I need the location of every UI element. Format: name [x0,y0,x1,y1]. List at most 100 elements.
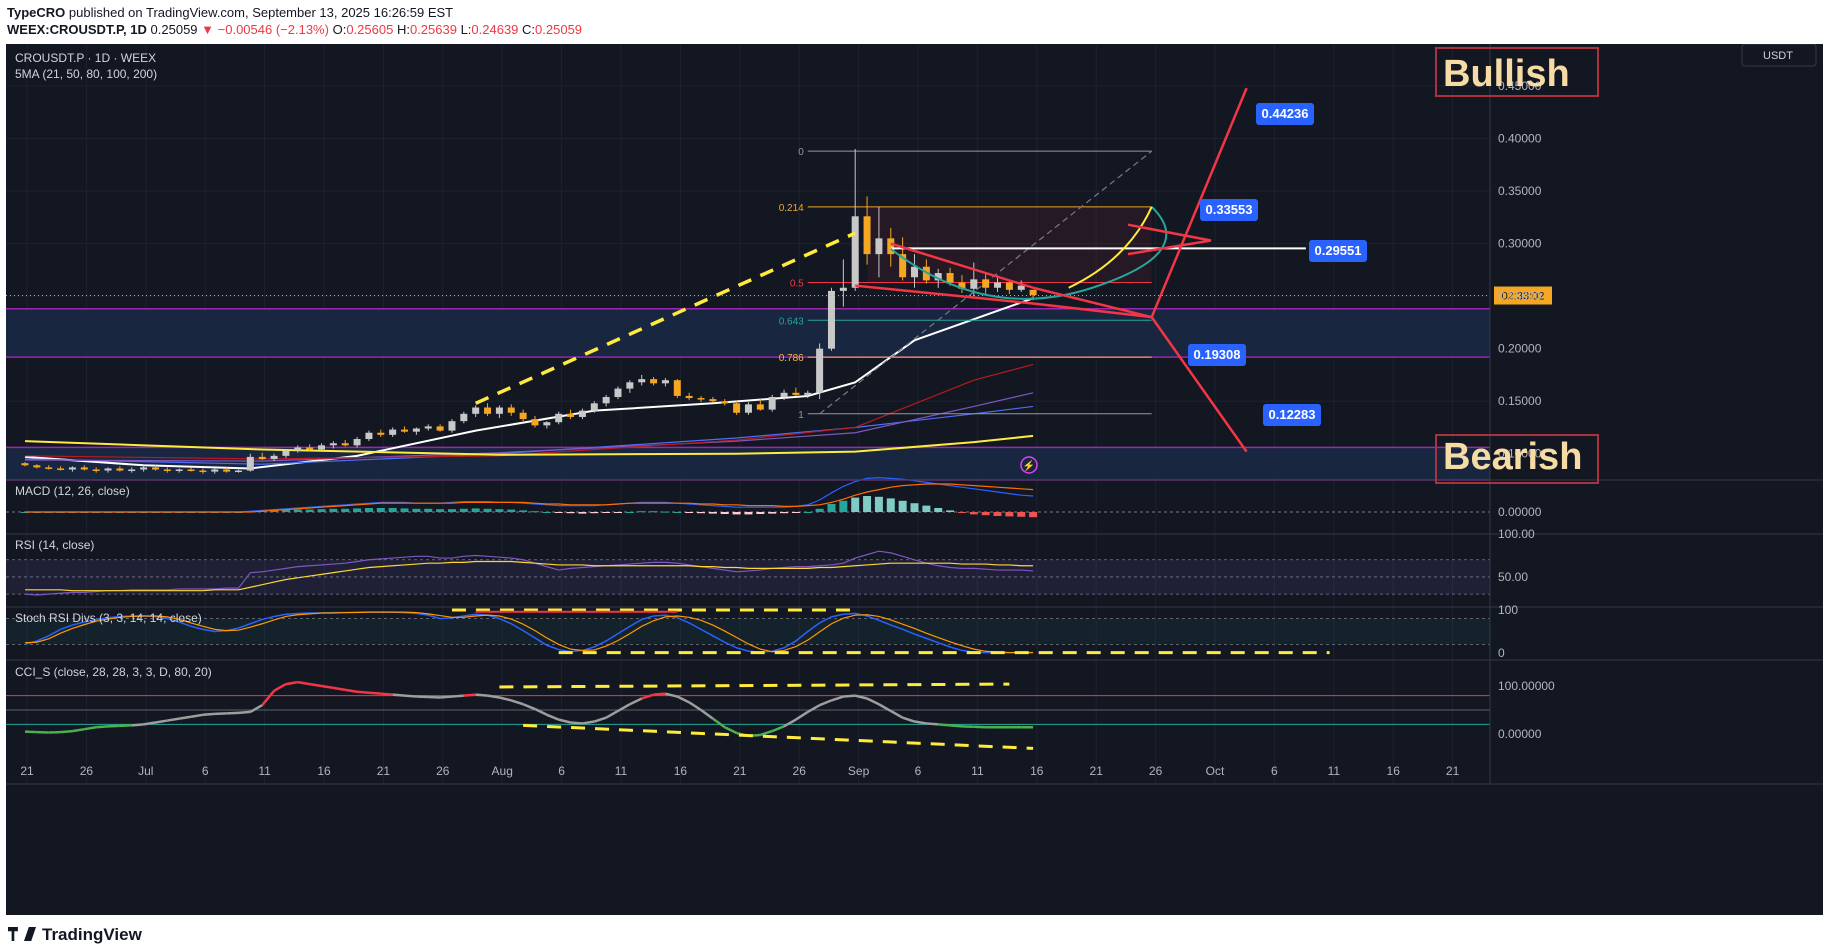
candlestick-series [21,149,1037,474]
cci-segment [854,694,868,700]
x-tick-label: 21 [377,764,391,778]
candle-body [744,404,752,413]
x-tick-label: 26 [1149,764,1163,778]
ma-legend: 5MA (21, 50, 80, 100, 200) [15,67,157,81]
cup-curve [890,206,1168,300]
cci-segment [582,720,595,725]
candle-body [199,470,207,473]
author-name[interactable]: TypeCRO [7,5,66,20]
macd-bar [744,512,753,515]
target-price-tag [1200,199,1258,221]
candle-body [21,463,29,466]
x-tick-label: 6 [915,764,922,778]
bearish-box[interactable] [1435,434,1599,484]
macd-bar [780,512,789,514]
cci-segment [404,694,417,698]
target-price-label: 0.29551 [1315,243,1362,258]
cup-curve-yellow [1068,206,1153,289]
x-tick-label: Oct [1206,764,1225,778]
x-tick-label: 21 [1446,764,1460,778]
publish-line: TypeCRO published on TradingView.com, Se… [7,5,453,20]
cci-segment [333,686,346,692]
candle-body [863,216,871,255]
candle-body [33,465,41,468]
x-tick-label: 6 [558,764,565,778]
macd-bar [554,512,563,513]
tradingview-logo[interactable]: TradingView [8,925,142,945]
cci-segment [617,703,631,713]
x-tick-label: Aug [492,764,513,778]
countdown-label: 02:33:02 [1502,291,1545,303]
candle-body [175,469,183,471]
macd-bar [827,504,836,512]
cci-segment [688,701,702,712]
macd-y-tick: 0.00000 [1498,505,1542,519]
stoch-k-line [24,611,1034,654]
x-tick-label: 16 [317,764,331,778]
macd-bar [376,508,385,512]
cci-div-bottom [523,723,1034,750]
cci-segment [914,720,927,725]
candle-body [365,432,373,440]
candle-body [982,279,990,288]
cci-segment [392,693,405,697]
candle-body [590,403,598,411]
macd-bar [590,512,599,514]
cci-segment [190,713,204,718]
macd-bar [791,512,800,513]
macd-bar [934,508,943,512]
macd-pane [6,476,1490,518]
macd-bar [685,512,694,513]
candle-body [851,216,859,288]
rsi-legend: RSI (14, close) [15,538,94,552]
cci-y-tick: 100.00000 [1498,679,1555,693]
cci-segment [665,692,678,698]
macd-bar [305,509,314,512]
candle-body [318,445,325,450]
macd-bar [566,512,575,514]
candle-body [994,282,1002,288]
candle-body [163,469,171,471]
footer-bar: TradingView [0,915,1829,952]
countdown-tag [1494,286,1552,305]
candle-body [922,266,930,281]
macd-bar [649,511,658,513]
y-tick-label: 0.10000 [1498,447,1542,461]
cci-segment [926,722,939,726]
candle-body [768,397,776,410]
candle-body [389,429,397,435]
trading-chart[interactable]: 0 0.214 0.5 0.643 0.786 1 0.44236 0.33553 0.295… [6,44,1823,915]
macd-bar [1005,512,1014,517]
cci-segment [238,710,251,715]
macd-bar [459,508,468,512]
ma-line-80 [24,392,1034,462]
stoch-band [6,618,1490,645]
macd-bar [281,510,290,512]
bullish-box[interactable] [1435,47,1599,97]
candle-body [614,388,622,398]
cci-segment [321,684,334,690]
y-tick-label: 0.20000 [1498,342,1542,356]
x-tick-label: 11 [1328,764,1341,778]
candle-body [507,407,515,413]
cci-segment [534,707,548,716]
candle-body [151,467,159,470]
cci-segment [439,695,453,699]
cci-segment [558,718,571,724]
macd-bar [483,508,492,512]
fib-level-label: 0.5 [790,278,804,289]
candle-body [68,467,76,470]
candle-body [685,395,693,399]
x-tick-label: 6 [1271,764,1278,778]
cci-segment [724,726,738,735]
target-price-tag [1309,240,1367,262]
cci-segment [510,699,524,706]
currency-button[interactable] [1741,44,1817,67]
cci-segment [487,694,500,699]
candle-body [567,413,575,417]
candle-body [519,412,527,420]
macd-bar [353,508,362,512]
red-projection-line [855,284,1034,305]
x-tick-label: 16 [1387,764,1401,778]
x-tick-label: Jul [138,764,153,778]
